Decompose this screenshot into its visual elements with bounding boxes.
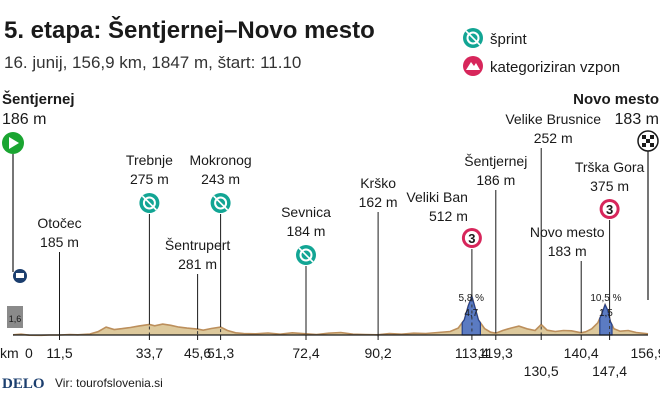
- start-badge: 1,6: [7, 306, 23, 328]
- climb-category-icon: 3: [599, 199, 620, 219]
- marker-9-name: Novo mesto: [530, 224, 605, 240]
- finish-name: Novo mesto: [573, 91, 659, 108]
- x-tick-label: 45,6: [184, 345, 211, 361]
- marker-8-name: Velike Brusnice: [505, 111, 601, 127]
- x-tick-label: 119,3: [479, 345, 513, 361]
- marker-3-elevation: 243 m: [201, 171, 240, 187]
- profile-area: [13, 296, 648, 336]
- x-tick-label: 33,7: [136, 345, 163, 361]
- marker-0-elevation: 185 m: [40, 234, 79, 250]
- marker-1-elevation: 275 m: [130, 171, 169, 187]
- marker-3-name: Mokronog: [189, 152, 251, 168]
- brand-logo: DELO: [2, 376, 45, 392]
- marker-10: 3 Trška Gora 375 m: [575, 159, 645, 335]
- legend-label-sprint: šprint: [490, 31, 528, 48]
- marker-2-elevation: 281 m: [178, 256, 217, 272]
- marker-4-name: Sevnica: [281, 204, 331, 220]
- climb-length-1: 1,5: [599, 308, 613, 319]
- start-badge-text: 1,6: [9, 314, 22, 324]
- marker-5-name: Krško: [360, 175, 396, 191]
- marker-1-name: Trebnje: [126, 152, 173, 168]
- marker-6-category: 3: [468, 231, 475, 246]
- marker-4: Sevnica 184 m: [281, 204, 331, 336]
- marker-0-name: Otočec: [37, 215, 81, 231]
- play-icon: [2, 132, 24, 154]
- marker-1: Trebnje 275 m: [126, 152, 173, 335]
- sprint-icon: [210, 193, 231, 213]
- x-tick-label: 130,5: [524, 363, 559, 379]
- legend-label-climb: kategoriziran vzpon: [490, 59, 620, 76]
- marker-7-elevation: 186 m: [476, 172, 515, 188]
- x-tick-label: 147,4: [592, 363, 627, 379]
- climb-segment-0: [461, 294, 481, 336]
- climb-segment-1: [599, 303, 613, 336]
- marker-4-elevation: 184 m: [287, 223, 326, 239]
- x-tick-label: 156,9: [630, 345, 660, 361]
- sprint-icon: [463, 28, 483, 48]
- x-tick-label: 11,5: [46, 345, 72, 361]
- marker-10-category: 3: [606, 202, 613, 217]
- marker-5-elevation: 162 m: [359, 194, 398, 210]
- marker-7-name: Šentjernej: [464, 153, 527, 169]
- marker-9: Novo mesto 183 m: [530, 224, 605, 335]
- checkered-flag-icon: [637, 130, 659, 152]
- marker-3: Mokronog 243 m: [189, 152, 252, 335]
- marker-7: Šentjernej 186 m: [464, 153, 527, 336]
- climb-icon: [463, 56, 483, 76]
- sprint-icon: [296, 245, 316, 265]
- marker-9-elevation: 183 m: [548, 243, 587, 259]
- x-tick-label: 0: [25, 345, 33, 361]
- x-tick-label: 113,4: [455, 345, 489, 361]
- source-note: Vir: tourofslovenia.si: [55, 376, 163, 390]
- x-tick-label: 90,2: [364, 345, 391, 361]
- finish-elevation: 183 m: [615, 111, 659, 128]
- stage-title: 5. etapa: Šentjernej–Novo mesto: [4, 16, 375, 44]
- profile-layer: [12, 293, 649, 337]
- climb-layer: 5,8 %4,710,5 %1,5: [459, 293, 622, 336]
- marker-8-elevation: 252 m: [534, 130, 573, 146]
- legend: šprint kategoriziran vzpon: [463, 28, 620, 76]
- stage-subtitle: 16. junij, 156,9 km, 1847 m, štart: 11.1…: [4, 53, 301, 72]
- marker-2: Šentrupert 281 m: [165, 237, 230, 335]
- marker-0: Otočec 185 m: [37, 215, 82, 337]
- marker-6-elevation: 512 m: [429, 208, 468, 224]
- climb-grade-0: 5,8 %: [459, 293, 485, 304]
- bus-icon: [13, 269, 27, 283]
- marker-2-name: Šentrupert: [165, 237, 230, 253]
- climb-grade-1: 10,5 %: [590, 293, 621, 304]
- marker-5: Krško 162 m: [359, 175, 398, 337]
- x-axis-label: km: [0, 345, 19, 361]
- x-tick-label: 72,4: [292, 345, 319, 361]
- x-tick-label: 140,4: [564, 345, 599, 361]
- x-tick-label: 51,3: [207, 345, 234, 361]
- marker-8: Velike Brusnice 252 m: [505, 111, 601, 335]
- marker-10-elevation: 375 m: [590, 178, 629, 194]
- sprint-icon: [139, 193, 160, 213]
- marker-6-name: Veliki Ban: [406, 189, 467, 205]
- climb-category-icon: 3: [461, 228, 482, 248]
- start-name: Šentjernej: [2, 90, 75, 108]
- start-elevation: 186 m: [2, 111, 46, 128]
- marker-10-name: Trška Gora: [575, 159, 645, 175]
- marker-6: 3 Veliki Ban 512 m: [406, 189, 482, 335]
